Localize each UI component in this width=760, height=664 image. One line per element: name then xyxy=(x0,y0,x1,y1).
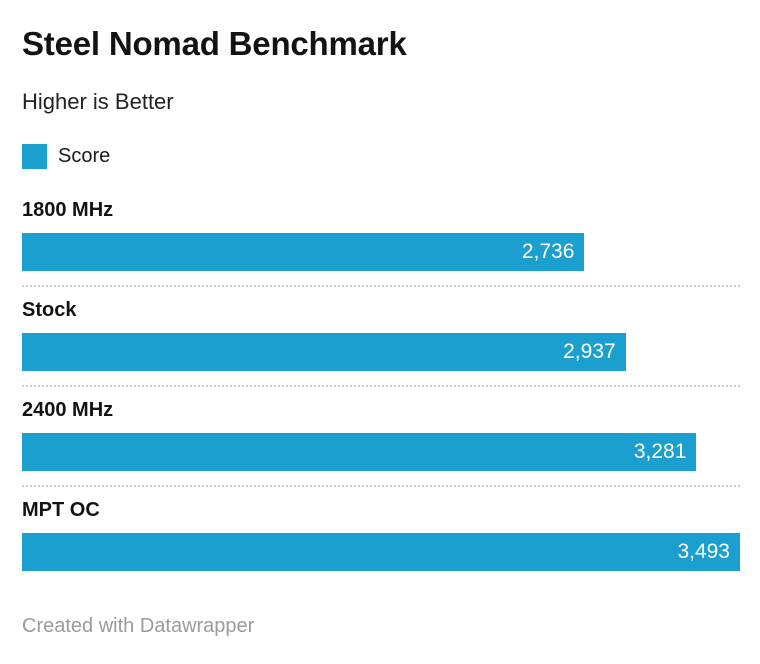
bar-label: 1800 MHz xyxy=(22,199,114,221)
bar-rows: 1800 MHz 2,736 Stock 2,937 2400 MHz 3,28… xyxy=(22,199,740,571)
bar-label: MPT OC xyxy=(22,499,100,521)
row-separator xyxy=(22,385,740,387)
bar: 2,736 xyxy=(22,233,585,271)
chart-title: Steel Nomad Benchmark xyxy=(22,25,407,62)
bar-track: 2,937 xyxy=(22,333,740,371)
legend: Score xyxy=(22,144,740,169)
bar-row: Stock 2,937 xyxy=(22,299,740,387)
bar-label: Stock xyxy=(22,299,77,321)
row-separator xyxy=(22,485,740,487)
footer-credit: Created with Datawrapper xyxy=(22,615,255,637)
chart-subtitle: Higher is Better xyxy=(22,89,174,114)
bar-row: 2400 MHz 3,281 xyxy=(22,399,740,487)
bar-value: 2,736 xyxy=(521,240,575,263)
bar-chart: Steel Nomad Benchmark Higher is Better S… xyxy=(22,25,740,637)
bar-label: 2400 MHz xyxy=(22,399,114,421)
bar: 3,281 xyxy=(22,433,697,471)
bar-value: 3,281 xyxy=(633,440,687,463)
bar: 2,937 xyxy=(22,333,626,371)
bar: 3,493 xyxy=(22,533,740,571)
bar-row: MPT OC 3,493 xyxy=(22,499,740,571)
legend-swatch-icon xyxy=(22,144,47,169)
bar-value: 2,937 xyxy=(563,340,616,363)
bar-track: 3,281 xyxy=(22,433,740,471)
legend-label: Score xyxy=(58,145,111,167)
bar-value: 3,493 xyxy=(677,540,730,563)
bar-row: 1800 MHz 2,736 xyxy=(22,199,740,287)
bar-track: 2,736 xyxy=(22,233,740,271)
bar-track: 3,493 xyxy=(22,533,740,571)
row-separator xyxy=(22,285,740,287)
